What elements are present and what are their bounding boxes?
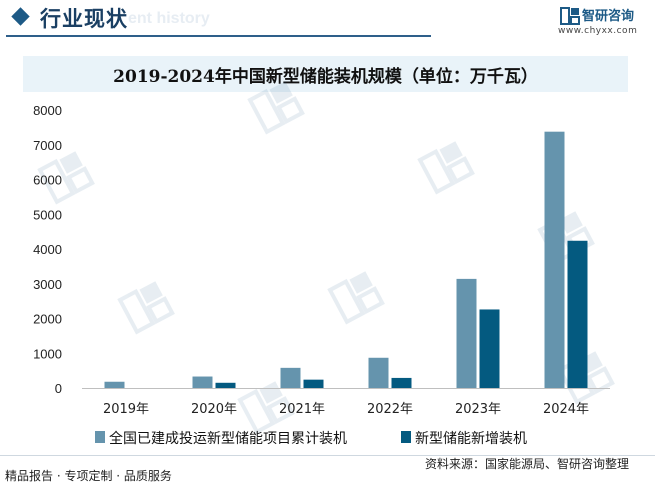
header-ghost-text: ent history: [128, 10, 210, 27]
footer-tagline: 精品报告 · 专项定制 · 品质服务: [5, 469, 172, 483]
bar-chart: 0 1000 2000 3000 4000 5000 6000 7000 8000 2019年 20…: [33, 103, 610, 417]
x-tick-label: 2019年: [103, 402, 149, 417]
bar-cumulative: [192, 376, 213, 388]
footer-divider: [0, 455, 655, 456]
y-tick-label: 8000: [33, 103, 62, 118]
bar-new: [303, 379, 324, 388]
legend-swatch-cumulative: [95, 431, 105, 443]
bar-cumulative: [280, 367, 301, 388]
legend-label-new: 新型储能新增装机: [415, 431, 527, 447]
bar-cumulative: [544, 131, 565, 388]
header-underline: [6, 35, 431, 37]
y-tick-label: 1000: [33, 346, 62, 361]
legend-label-cumulative: 全国已建成投运新型储能项目累计装机: [109, 431, 347, 447]
y-tick-label: 3000: [33, 277, 62, 292]
y-tick-label: 5000: [33, 207, 62, 222]
page-title: 行业现状: [40, 7, 128, 31]
chart-title-band: 2019-2024年中国新型储能装机规模（单位：万千瓦）: [23, 56, 628, 92]
bar-new: [215, 382, 236, 388]
x-tick-label: 2021年: [279, 402, 325, 417]
y-tick-label: 2000: [33, 312, 62, 327]
x-tick-label: 2020年: [191, 402, 237, 417]
bar-cumulative: [456, 278, 477, 388]
bar-new: [479, 309, 500, 388]
brand-logo-icon: [560, 7, 580, 25]
chart-title: 2019-2024年中国新型储能装机规模（单位：万千瓦）: [113, 67, 538, 87]
bar-new: [567, 240, 588, 388]
y-tick-label: 7000: [33, 138, 62, 153]
x-tick-label: 2022年: [367, 402, 413, 417]
footer-source: 资料来源：国家能源局、智研咨询整理: [425, 457, 630, 471]
x-tick-label: 2023年: [455, 402, 501, 417]
bar-new: [391, 377, 412, 388]
brand-name: 智研咨询: [582, 9, 635, 24]
x-tick-label: 2024年: [543, 402, 589, 417]
legend-swatch-new: [401, 431, 411, 443]
bar-cumulative: [368, 357, 389, 388]
y-tick-label: 0: [55, 381, 62, 396]
y-tick-label: 4000: [33, 242, 62, 257]
bar-cumulative: [104, 381, 125, 388]
y-tick-label: 6000: [33, 173, 62, 188]
brand-url[interactable]: www.chyxx.com: [558, 26, 638, 36]
header: 行业现状 ent history: [0, 0, 655, 42]
